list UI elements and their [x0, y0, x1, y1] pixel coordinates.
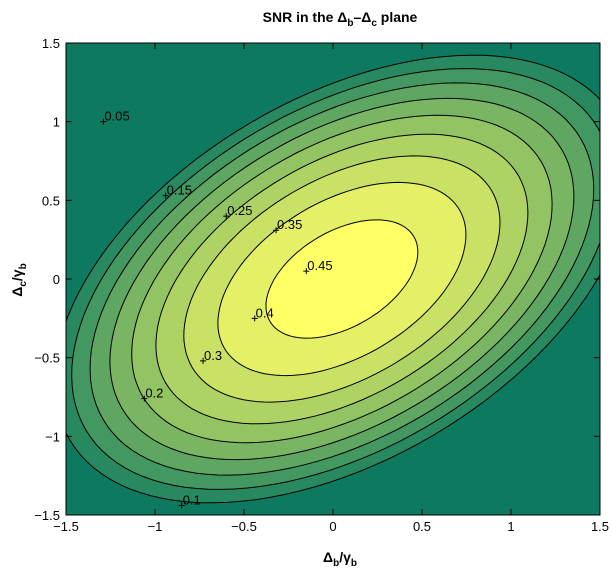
contour-label: 0.25	[227, 203, 252, 218]
y-tick-label: −1.5	[34, 508, 60, 523]
contour-labels: 0.05 0.15 0.25 0.35 0.45 0.4 0.3 0.2 0.1	[100, 109, 333, 509]
axis-ticks: −1.5 −1 −0.5 0 0.5 1 1.5 1.5 1 0.5 0 −0.5 −1 −1.5	[34, 36, 609, 534]
x-tick-label: 1	[507, 519, 514, 534]
contour-label: 0.15	[167, 183, 192, 198]
x-tick-label: −1	[148, 519, 163, 534]
contour-line-0.25	[131, 114, 553, 444]
y-tick-label: 1.5	[42, 36, 60, 51]
contour-label-marker	[178, 502, 185, 509]
y-tick-label: −1	[45, 429, 60, 444]
contour-label: 0.45	[307, 258, 332, 273]
contour-label: 0.3	[204, 348, 222, 363]
contour-line-0.35	[183, 155, 501, 403]
contour-line-0.1	[71, 68, 600, 490]
x-tick-label: −0.5	[231, 519, 257, 534]
contour-label: 0.05	[104, 109, 129, 124]
contour-label-marker	[100, 118, 107, 125]
x-tick-label: 1.5	[591, 519, 609, 534]
contour-label: 0.4	[256, 305, 274, 320]
x-tick-label: 0.5	[413, 519, 431, 534]
contour-line-0.15	[89, 82, 595, 476]
contour-line-0.4	[217, 181, 467, 377]
contour-label-marker	[223, 213, 230, 220]
contour-line-0.05	[66, 54, 600, 504]
contour-label-marker	[200, 357, 207, 364]
contour-band-0.45	[266, 219, 418, 339]
contour-label-marker	[141, 395, 148, 402]
contour-line-0.3	[155, 133, 529, 425]
contour-label-marker	[162, 192, 169, 199]
y-tick-label: 0.5	[42, 193, 60, 208]
x-axis-label: Δb/γb	[323, 549, 357, 569]
contour-label: 0.35	[277, 217, 302, 232]
contour-label-marker	[273, 227, 280, 234]
y-tick-label: −0.5	[34, 351, 60, 366]
contour-label: 0.2	[145, 386, 163, 401]
contour-label: 0.1	[183, 493, 201, 508]
contour-line-0.45	[265, 219, 419, 339]
x-tick-label: 0	[329, 519, 336, 534]
contour-label-marker	[251, 315, 258, 322]
contour-fill	[66, 43, 600, 515]
contour-lines	[66, 54, 600, 504]
y-tick-label: 1	[53, 115, 60, 130]
y-tick-label: 0	[53, 272, 60, 287]
y-axis-label: Δc/γb	[9, 263, 29, 296]
x-tick-label: −1.5	[53, 519, 79, 534]
contour-label-marker	[303, 268, 310, 275]
contour-line-0.2	[109, 97, 575, 461]
chart-title: SNR in the Δb–Δc plane	[263, 9, 418, 29]
